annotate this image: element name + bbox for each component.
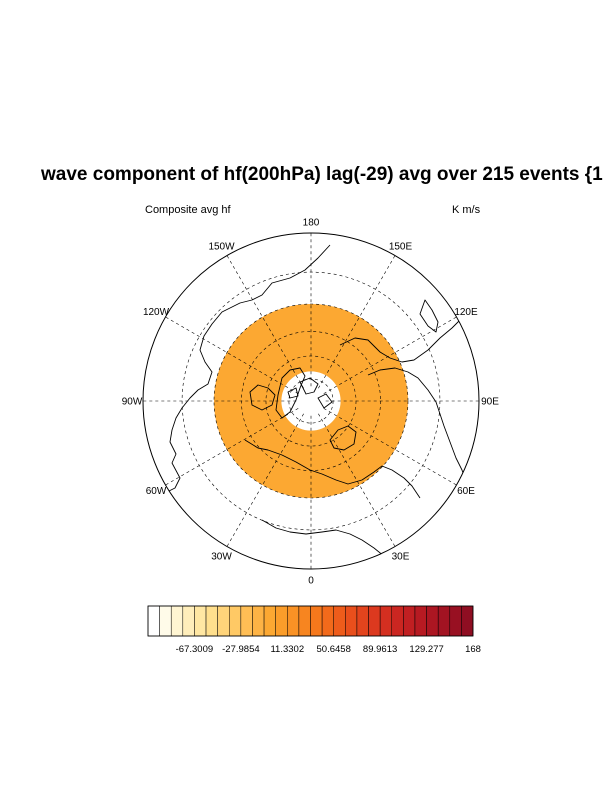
colorbar-box — [252, 605, 265, 637]
meridian-line — [226, 413, 304, 547]
colorbar-tick-label: 50.6458 — [317, 644, 351, 655]
longitude-label: 60E — [457, 486, 475, 497]
colorbar-box — [461, 605, 474, 637]
colorbar-tick-label: 11.3302 — [270, 644, 304, 655]
colorbar-box — [240, 605, 253, 637]
colorbar-box — [194, 605, 207, 637]
colorbar-tick-label: -27.9854 — [222, 644, 260, 655]
coast-asia — [367, 367, 469, 489]
colorbar-box — [403, 605, 416, 637]
meridian-line — [318, 413, 396, 547]
coast-north-america — [164, 244, 331, 494]
colorbar-box — [182, 605, 195, 637]
coast-siberia — [339, 317, 463, 363]
meridian-line — [165, 316, 299, 394]
colorbar-box — [426, 605, 439, 637]
colorbar-tick-label: -67.3009 — [176, 644, 214, 655]
meridian-line — [323, 316, 457, 394]
colorbar-box — [147, 605, 160, 637]
meridian-line — [226, 255, 304, 389]
colorbar-box — [321, 605, 334, 637]
colorbar-box — [263, 605, 276, 637]
longitude-label: 60W — [146, 486, 167, 497]
hf-field-annulus — [214, 304, 408, 498]
plot-title: wave component of hf(200hPa) lag(-29) av… — [40, 164, 603, 185]
colorbar-box — [449, 605, 462, 637]
longitude-label: 90W — [122, 397, 143, 408]
coast-europe — [244, 439, 421, 499]
colorbar-tick-label: 168 — [465, 644, 481, 655]
coast-scandinavia — [329, 425, 357, 451]
longitude-label: 120E — [454, 307, 478, 318]
colorbar-box — [437, 605, 451, 637]
longitude-label: 30E — [392, 552, 410, 563]
colorbar-box — [298, 605, 311, 637]
colorbar-frame — [147, 605, 474, 637]
colorbar-box — [205, 605, 218, 637]
colorbar-box — [414, 605, 427, 637]
longitude-label: 150W — [208, 242, 235, 253]
colorbar-tick-label: 129.277 — [409, 644, 443, 655]
colorbar-box — [391, 605, 404, 637]
longitude-label: 180 — [303, 218, 320, 229]
colorbar-box — [333, 605, 346, 637]
longitude-label: 0 — [308, 576, 314, 587]
colorbar-box — [229, 605, 242, 637]
map-background — [143, 233, 479, 569]
coast-greenland — [275, 367, 306, 419]
meridian-line — [323, 408, 457, 486]
meridian-line — [318, 255, 396, 389]
coast-kamchatka — [419, 299, 439, 333]
colorbar-box — [379, 605, 393, 637]
colorbar-box — [356, 605, 369, 637]
graticule — [143, 233, 479, 569]
longitude-label: 90E — [481, 397, 499, 408]
longitude-labels: 180 150W 150E 120W 120E 90W 90E 60W 60E 30W 30E 0 — [122, 218, 500, 587]
colorbar-box — [275, 605, 288, 637]
colorbar-box — [287, 605, 300, 637]
left-string: Composite avg hf — [145, 204, 232, 216]
polar-map: 180 150W 150E 120W 120E 90W 90E 60W 60E 30W 30E 0 — [122, 218, 500, 587]
parallel-circle — [213, 303, 409, 499]
colorbar-tick-label: 89.9613 — [363, 644, 397, 655]
colorbar-box — [217, 605, 230, 637]
longitude-label: 30W — [211, 552, 232, 563]
colorbar-box — [170, 605, 184, 637]
map-perimeter — [142, 232, 480, 570]
colorbar-box — [368, 605, 381, 637]
coastlines — [159, 244, 469, 557]
longitude-label: 150E — [389, 242, 413, 253]
colorbar — [147, 605, 474, 637]
coast-hudson — [249, 384, 276, 411]
colorbar-labels: -67.3009 -27.9854 11.3302 50.6458 89.9613 129… — [176, 644, 481, 655]
coast-africa — [261, 519, 385, 557]
colorbar-box — [345, 605, 358, 637]
colorbar-box — [310, 605, 323, 637]
colorbar-box — [159, 605, 172, 637]
longitude-label: 120W — [143, 307, 170, 318]
right-string: K m/s — [452, 204, 481, 216]
meridian-line — [165, 408, 299, 486]
